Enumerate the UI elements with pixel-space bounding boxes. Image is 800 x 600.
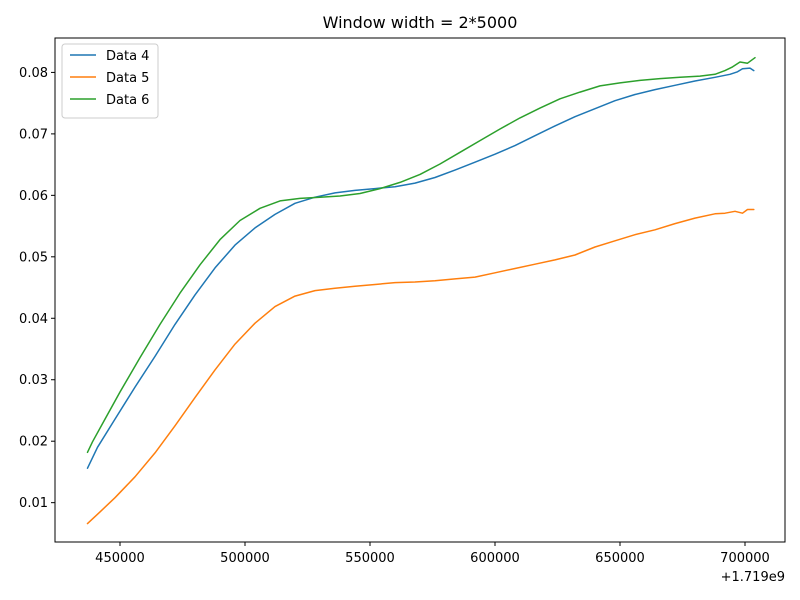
series-line-data-5 <box>86 208 755 525</box>
chart-title: Window width = 2*5000 <box>323 13 518 32</box>
x-tick-label: 600000 <box>470 551 520 566</box>
x-axis-offset-label: +1.719e9 <box>721 570 785 585</box>
axes-frame <box>54 37 786 543</box>
x-tick-label: 700000 <box>720 551 770 566</box>
series-line-data-6 <box>86 56 756 454</box>
plot-area: 450000 500000 550000 600000 650000 700000 0.0… <box>19 37 786 566</box>
series-line-data-4 <box>86 67 755 469</box>
y-tick-label: 0.08 <box>19 66 48 81</box>
y-tick-label: 0.04 <box>19 312 48 327</box>
legend-label: Data 6 <box>106 93 149 108</box>
x-tick-label: 450000 <box>95 551 145 566</box>
x-tick-label: 650000 <box>595 551 645 566</box>
y-tick-label: 0.03 <box>19 373 48 388</box>
series-layer <box>86 56 756 525</box>
y-tick-label: 0.05 <box>19 250 48 265</box>
x-tick-label: 500000 <box>220 551 270 566</box>
y-tick-label: 0.02 <box>19 435 48 450</box>
y-tick-label: 0.06 <box>19 189 48 204</box>
x-tick-label: 550000 <box>345 551 395 566</box>
legend-label: Data 5 <box>106 71 149 86</box>
y-tick-label: 0.07 <box>19 127 48 142</box>
legend: Data 4 Data 5 Data 6 <box>61 43 159 119</box>
y-tick-label: 0.01 <box>19 496 48 511</box>
y-axis: 0.01 0.02 0.03 0.04 0.05 0.06 0.07 0.08 <box>19 66 55 511</box>
legend-label: Data 4 <box>106 49 149 64</box>
x-axis: 450000 500000 550000 600000 650000 700000 <box>95 542 770 566</box>
